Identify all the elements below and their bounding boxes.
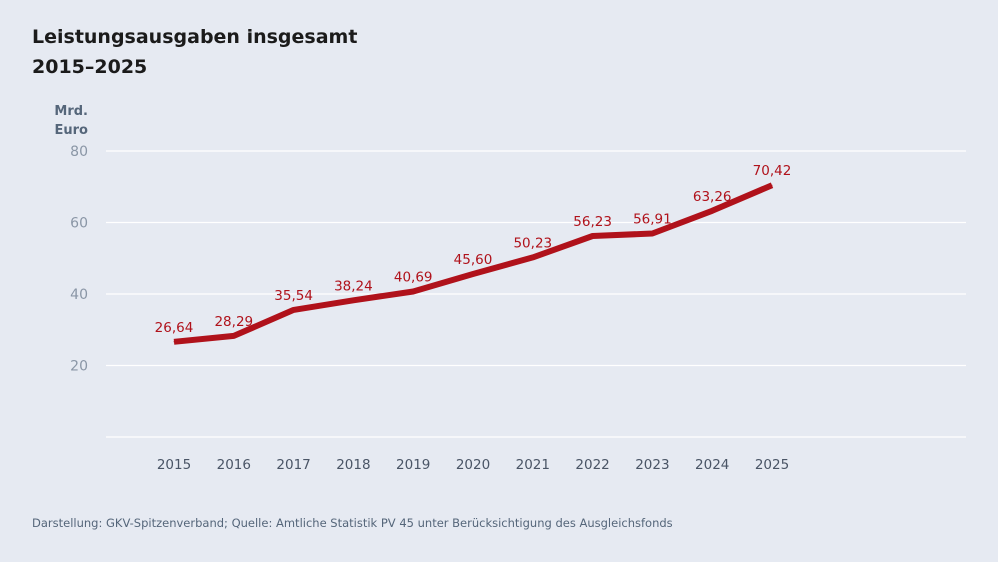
data-point: [412, 291, 414, 293]
y-tick-label: 40: [70, 287, 88, 303]
x-tick-label: 2023: [635, 457, 669, 473]
data-label: 56,23: [573, 214, 612, 230]
y-tick-label: 80: [70, 144, 88, 160]
chart-title-block: Leistungsausgaben insgesamt 2015–2025: [32, 22, 357, 82]
y-axis-ticks: 20 40 60 80: [70, 144, 88, 375]
data-point: [711, 210, 713, 212]
x-tick-label: 2016: [217, 457, 251, 473]
gridlines: [106, 150, 966, 438]
x-tick-label: 2019: [396, 457, 430, 473]
y-axis-unit-line2: Euro: [54, 123, 88, 138]
x-tick-label: 2025: [755, 457, 789, 473]
data-label: 45,60: [454, 252, 493, 268]
x-tick-label: 2020: [456, 457, 490, 473]
data-point: [472, 273, 474, 275]
data-point: [532, 256, 534, 258]
y-tick-label: 60: [70, 216, 88, 232]
data-point: [771, 184, 773, 186]
data-label: 35,54: [274, 288, 313, 304]
x-tick-label: 2017: [276, 457, 310, 473]
data-label: 38,24: [334, 278, 373, 294]
x-tick-label: 2022: [575, 457, 609, 473]
data-label: 28,29: [214, 314, 253, 330]
data-point: [352, 299, 354, 301]
x-tick-label: 2015: [157, 457, 191, 473]
data-point: [293, 309, 295, 311]
data-label: 26,64: [155, 320, 194, 336]
series-layer: [173, 182, 774, 345]
source-note: Darstellung: GKV-Spitzenverband; Quelle:…: [32, 516, 673, 530]
chart-title: Leistungsausgaben insgesamt: [32, 26, 358, 48]
x-axis-ticks: 2015 2016 2017 2018 2019 2020 2021 2022 2023 2024…: [157, 457, 789, 473]
x-tick-label: 2018: [336, 457, 370, 473]
data-label: 63,26: [693, 189, 732, 205]
y-tick-label: 20: [70, 359, 88, 375]
data-label: 50,23: [513, 235, 552, 251]
data-point: [651, 233, 653, 235]
x-tick-label: 2024: [695, 457, 729, 473]
data-label: 40,69: [394, 270, 433, 286]
x-tick-label: 2021: [516, 457, 550, 473]
data-label: 56,91: [633, 212, 672, 228]
data-point: [592, 235, 594, 237]
y-axis-unit-line1: Mrd.: [54, 104, 88, 119]
y-axis-unit: Mrd. Euro: [32, 102, 88, 140]
data-label: 70,42: [753, 163, 792, 179]
data-point: [233, 335, 235, 337]
chart-subtitle: 2015–2025: [32, 56, 148, 78]
data-point: [173, 341, 175, 343]
data-labels: 26,64 28,29 35,54 38,24 40,69 45,60 50,23 56,23…: [155, 163, 792, 336]
